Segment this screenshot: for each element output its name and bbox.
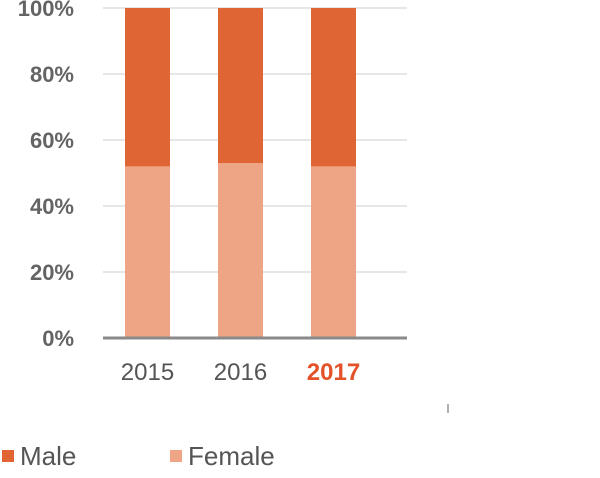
bars xyxy=(125,8,356,338)
y-tick-label: 80% xyxy=(30,62,74,87)
bar-male-2015 xyxy=(125,8,170,167)
legend-item-female: Female xyxy=(170,441,275,471)
y-tick-label: 60% xyxy=(30,128,74,153)
x-tick-label: 2015 xyxy=(121,359,174,386)
y-tick-label: 40% xyxy=(30,194,74,219)
x-tick-label: 2017 xyxy=(307,359,360,386)
bar-male-2016 xyxy=(218,8,263,164)
bar-female-2017 xyxy=(311,166,356,338)
legend-item-male: Male xyxy=(2,441,76,471)
bar-female-2016 xyxy=(218,163,263,338)
legend-swatch-male xyxy=(2,450,14,462)
y-tick-label: 20% xyxy=(30,260,74,285)
y-tick-label: 0% xyxy=(42,326,74,351)
legend-label-female: Female xyxy=(188,440,275,471)
bar-male-2017 xyxy=(311,8,356,167)
legend-label-male: Male xyxy=(20,440,77,471)
bar-female-2015 xyxy=(125,166,170,338)
x-tick-label: 2016 xyxy=(214,359,267,386)
y-tick-label: 100% xyxy=(18,0,74,21)
x-tick-labels: 2015 2016 2017 xyxy=(121,359,360,386)
legend-swatch-female xyxy=(170,450,182,462)
y-tick-labels: 0% 20% 40% 60% 80% 100% xyxy=(18,0,74,351)
